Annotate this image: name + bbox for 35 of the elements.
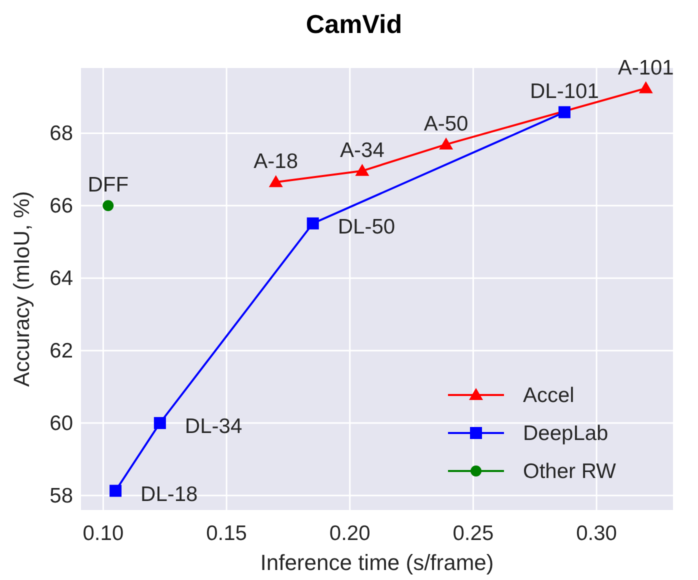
point (355, 164, 370, 176)
point (439, 137, 454, 150)
annotation: A-101 (618, 56, 674, 80)
x-tick-label: 0.20 (329, 522, 370, 545)
y-tick-label: 60 (50, 412, 73, 436)
y-axis-title: Accuracy (mIoU, %) (9, 191, 34, 387)
point (268, 175, 283, 188)
legend-label: Accel (523, 384, 574, 407)
point (306, 217, 319, 230)
annotation: DL-50 (338, 215, 396, 238)
y-tick-label: 62 (50, 340, 73, 363)
point (638, 81, 653, 94)
x-tick-label: 0.25 (452, 522, 494, 545)
point (102, 200, 114, 212)
annotation: A-50 (424, 112, 468, 136)
x-tick-label: 0.30 (576, 522, 617, 545)
annotation: DL-18 (140, 482, 198, 506)
y-tick-label: 66 (50, 194, 73, 218)
x-tick-label: 0.10 (82, 522, 124, 545)
point (110, 484, 122, 497)
y-tick-label: 64 (50, 267, 74, 290)
x-axis-title: Inference time (s/frame) (260, 550, 494, 575)
y-tick-label: 68 (50, 122, 73, 146)
legend-label: Other RW (523, 460, 616, 483)
annotation: A-34 (340, 138, 385, 162)
annotation: DL-101 (530, 80, 599, 104)
annotation: DL-34 (184, 415, 242, 438)
y-tick-label: 58 (50, 484, 73, 508)
point (558, 106, 570, 118)
x-tick-label: 0.15 (206, 522, 247, 545)
chart-title: CamVid (306, 9, 402, 39)
annotation: DFF (88, 174, 129, 197)
annotation: A-18 (254, 150, 298, 174)
point (154, 417, 166, 430)
legend-label: DeepLab (523, 422, 608, 445)
